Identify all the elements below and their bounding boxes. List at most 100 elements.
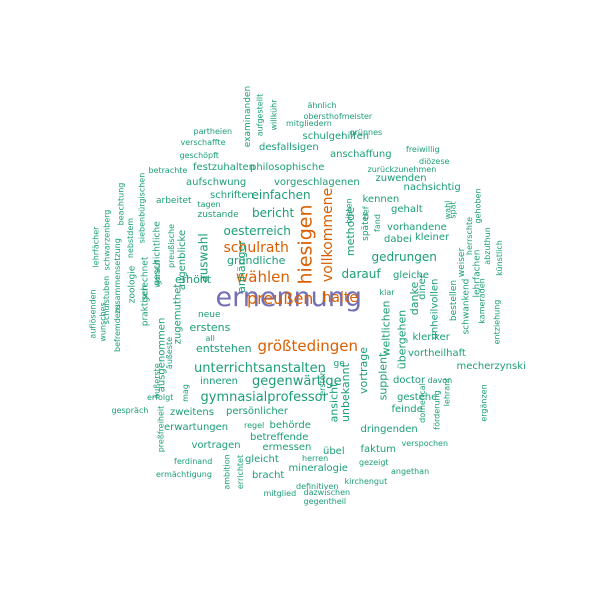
word-unbekannt: unbekannt [338,362,352,422]
word-wahlen: wählen [236,267,290,286]
word-hiesigen: hiesigen [294,204,317,284]
word-inneren: inneren [200,376,238,387]
word-mecherzynski: mecherzynski [456,361,526,372]
word-arbeitet: arbeitet [156,195,192,206]
word-gedrungen: gedrungen [371,250,437,264]
word-ansicht: ansicht [327,382,341,422]
word-ermessen: ermessen [262,442,312,453]
word-augenblicke: augenblicke [177,229,189,291]
word-betrachte: betrachte [148,166,188,175]
word-vorgeschlagenen: vorgeschlagenen [274,177,360,188]
word-lehrfacher: lehrfächer [90,226,100,268]
word-examinanden: examinanden [242,85,253,147]
word-anschaffung: anschaffung [330,149,392,160]
word-gleicht: gleicht [245,454,279,465]
word-festzuhalten: festzuhalten [193,162,256,173]
word-auflosenden: auflösenden [88,289,98,339]
word-abzuthun: abzuthun [482,227,492,265]
word-willkuhr: willkühr [269,99,279,131]
word-bericht: bericht [252,206,295,220]
word-schwarzenberg: schwarzenberg [101,209,111,271]
word-errichtet: errichtet [236,454,246,490]
word-vollkommene: vollkommene [320,187,337,283]
word-gehoben: gehoben [473,188,483,224]
word-oesterreich: oesterreich [223,224,291,238]
word-vortragen: vortragen [191,440,241,451]
word-nebstdem: nebstdem [126,217,136,259]
word-definitiven: definitiven [296,482,339,491]
word-betreffende: betreffende [250,432,309,443]
word-kennen: kennen [362,194,400,205]
word-darauf: darauf [341,267,381,281]
word-diozese: diözese [419,157,450,166]
word-zuruckzunehmen: zurückzunehmen [367,165,437,174]
word-obersthofmeister: obersthofmeister [303,112,373,121]
word-wahl: wahl [442,200,452,220]
word-vortheilhaft: vortheilhaft [408,348,466,359]
word-ausseste: äußeste [165,336,175,370]
word-entziehung: entziehung [491,299,501,345]
word-geschopft: geschöpft [179,151,219,160]
word-nachsichtig: nachsichtig [403,182,461,193]
word-erhoht: erhöht [175,272,212,286]
word-gerechnet: gerechnet [140,256,151,302]
word-diner: diner [416,274,428,300]
word-ambition: ambition [222,454,232,490]
word-aufgestellt: aufgestellt [254,93,264,137]
word-gestehe: gestehe [397,392,438,403]
word-verspochen: verspochen [401,439,449,448]
word-gezeigt: gezeigt [359,458,389,467]
word-mitgliedern: mitgliedern [286,119,332,128]
word-anhanger: anhänger [234,239,248,293]
word-neue: neue [198,309,221,320]
word-ermachtigung: ermächtigung [156,470,212,479]
word-verschaffte: verschaffte [180,138,226,147]
word-vorhandene: vorhandene [387,222,447,233]
word-ersten: ersten [317,370,327,396]
word-mag: mag [180,384,190,402]
word-fand: fand [372,214,382,232]
word-herren: herren [302,454,329,463]
word-dazwischen: dazwischen [303,488,351,497]
word-faktum: faktum [360,444,396,455]
word-klar: klar [379,288,395,297]
word-tagen: tagen [197,200,221,209]
word-erstens: erstens [189,320,231,334]
word-zweitens: zweitens [170,407,214,418]
word-personlicher: persönlicher [226,406,288,417]
word-zustande: zustande [197,209,239,220]
word-zoologie: zoologie [127,265,138,303]
word-ferdinand: ferdinand [174,457,213,466]
word-schulgehilfen: schulgehilfen [302,131,370,142]
word-grundliche: gründliche [227,253,286,267]
word-angethan: angethan [391,467,430,476]
word-feinde: feinde [391,404,423,415]
word-kleriker: kleriker [412,332,450,343]
word-davon: davon [427,376,453,385]
word-halte: halte [322,290,358,306]
word-kirchengut: kirchengut [344,477,388,486]
word-zuwenden: zuwenden [375,173,427,184]
word-doctor: doctor [393,375,426,386]
word-kleiner: kleiner [415,232,450,243]
word-wunsches: wunsches [98,302,108,342]
word-gegentheil: gegentheil [303,497,347,506]
word-mitglied: mitglied [263,489,297,498]
word-weltlichen: weltlichen [379,299,393,357]
word-bieten: bieten [344,198,354,224]
word-ernennung: ernennung [215,281,363,313]
word-pressfreiheit: preßfreiheit [155,405,165,453]
word-entstehen: entstehen [196,341,252,355]
word-unheilvollen: unheilvollen [428,278,440,340]
word-zugemuthet: zugemuthet [171,283,183,345]
word-einfachen: einfachen [251,188,311,202]
word-beachtung: beachtung [115,182,125,226]
word-vortrage: vortrage [356,346,370,394]
word-gymnasialprofessor: gymnasialprofessor [200,389,328,405]
word-befremdens: befremdens [112,304,122,352]
word-erganzen: ergänzen [479,384,489,422]
word-siebenburgischen: siebenbürgischen [136,172,146,244]
word-gegenwartige: gegenwärtige [252,373,342,389]
word-schriften: schriften [210,190,254,201]
